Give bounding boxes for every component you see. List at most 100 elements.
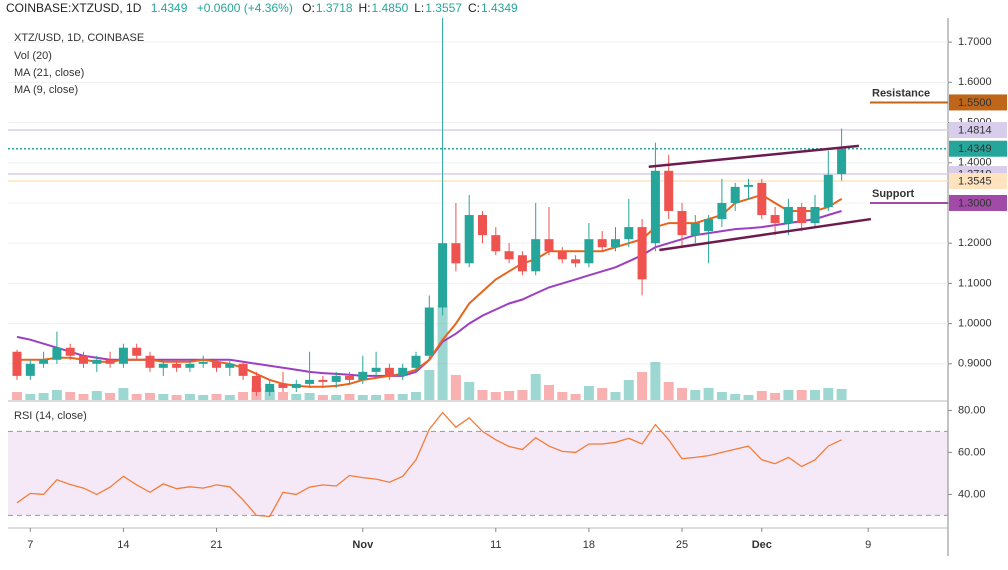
- candle-body: [398, 367, 408, 376]
- ohlc-value: 1.3718: [315, 1, 353, 15]
- candle-body: [624, 227, 634, 240]
- candle-body: [384, 367, 394, 376]
- candle-body: [79, 355, 88, 364]
- volume-bar: [211, 394, 222, 400]
- rsi-band: [8, 431, 948, 516]
- volume-bar: [118, 388, 129, 400]
- candle-body: [305, 379, 315, 384]
- legend-entry: Vol (20): [14, 50, 52, 62]
- y-tick-label: 1.6000: [958, 76, 992, 88]
- volume-bar: [411, 392, 421, 400]
- volume-bar: [171, 395, 182, 400]
- volume-bar: [38, 393, 49, 400]
- trendline: [648, 144, 860, 169]
- volume-bar: [570, 394, 581, 400]
- volume-bar: [145, 393, 155, 400]
- volume-bar: [131, 394, 142, 400]
- candle-body: [597, 239, 607, 248]
- x-tick-label: Nov: [352, 539, 374, 551]
- candle-body: [531, 239, 541, 272]
- ohlc-value: 1.3557: [425, 1, 462, 15]
- candle-body: [225, 363, 235, 368]
- y-tick-label: 1.7000: [958, 36, 992, 48]
- volume-bar: [810, 390, 820, 400]
- volume-bar: [397, 394, 408, 400]
- volume-bar: [544, 385, 554, 400]
- volume-bar: [730, 394, 741, 400]
- volume-bar: [51, 390, 62, 400]
- trendline: [659, 217, 872, 252]
- candle-body: [411, 355, 421, 368]
- volume-bar: [650, 362, 661, 400]
- candle-body: [544, 239, 554, 252]
- candle-body: [584, 239, 594, 264]
- candle-body: [571, 259, 581, 264]
- candle-body: [371, 367, 381, 372]
- candle-body: [717, 202, 727, 220]
- volume-bar: [770, 393, 781, 400]
- ohlc-value: 1.4349: [480, 1, 518, 15]
- price-tag-label: 1.4814: [958, 124, 992, 136]
- last-price: 1.4349: [150, 1, 188, 15]
- candle-body: [757, 182, 767, 216]
- volume-bar: [224, 395, 235, 400]
- candle-body: [12, 351, 22, 376]
- candle-body: [797, 206, 807, 224]
- volume-bar: [450, 375, 461, 400]
- candle-body: [145, 355, 155, 368]
- candle-body: [770, 215, 780, 224]
- volume-bar: [12, 392, 22, 400]
- candle-body: [358, 371, 368, 380]
- candle-body: [132, 347, 142, 356]
- chart-title: XTZ/USD, 1D, COINBASE: [14, 32, 144, 44]
- volume-bar: [65, 392, 76, 400]
- candle-body: [557, 251, 567, 260]
- y-tick-label: 40.00: [958, 488, 986, 500]
- candle-body: [823, 174, 833, 207]
- y-tick-label: 1.4000: [958, 157, 992, 169]
- candle-body: [730, 186, 740, 203]
- y-tick-label: 1.2000: [958, 237, 992, 249]
- volume-bar: [464, 382, 475, 400]
- price-tag: [949, 194, 1007, 211]
- volume-bar: [78, 394, 89, 400]
- volume-bar: [597, 388, 608, 400]
- volume-bar: [384, 394, 395, 400]
- candle-body: [52, 347, 62, 360]
- candle-body: [39, 359, 49, 364]
- symbol: COINBASE:XTZUSD, 1D: [6, 1, 142, 15]
- volume-bar: [637, 372, 648, 400]
- candle-body: [438, 243, 448, 308]
- candle-body: [198, 361, 208, 364]
- candle-body: [783, 206, 793, 224]
- ohlc-label: H:: [358, 1, 371, 15]
- volume-bar: [105, 393, 116, 400]
- candle-body: [451, 243, 461, 264]
- volume-bar: [836, 389, 847, 400]
- candle-body: [504, 251, 514, 260]
- volume-bar: [344, 394, 355, 400]
- y-tick-label: 60.00: [958, 446, 986, 458]
- price-annotation: Support: [872, 188, 914, 200]
- rsi-line: [16, 411, 842, 518]
- volume-bar: [91, 391, 102, 400]
- candle-body: [291, 383, 301, 388]
- volume-bar: [716, 392, 727, 400]
- price-tag: [949, 94, 1007, 111]
- candle-body: [637, 227, 647, 280]
- y-tick-label: 1.1000: [958, 277, 992, 289]
- volume-bar: [783, 390, 794, 400]
- candle-body: [25, 363, 35, 376]
- price-tag: [949, 173, 1007, 190]
- candle-body: [92, 359, 102, 364]
- x-tick-label: 18: [583, 539, 595, 551]
- candle-body: [704, 219, 714, 232]
- volume-bar: [796, 390, 807, 400]
- y-tick-label: 0.9000: [958, 358, 992, 370]
- x-tick-label: 9: [865, 539, 871, 551]
- ohlc-label: O:: [302, 1, 315, 15]
- candle-body: [611, 239, 620, 248]
- candle-body: [105, 359, 115, 364]
- candle-body: [318, 379, 328, 382]
